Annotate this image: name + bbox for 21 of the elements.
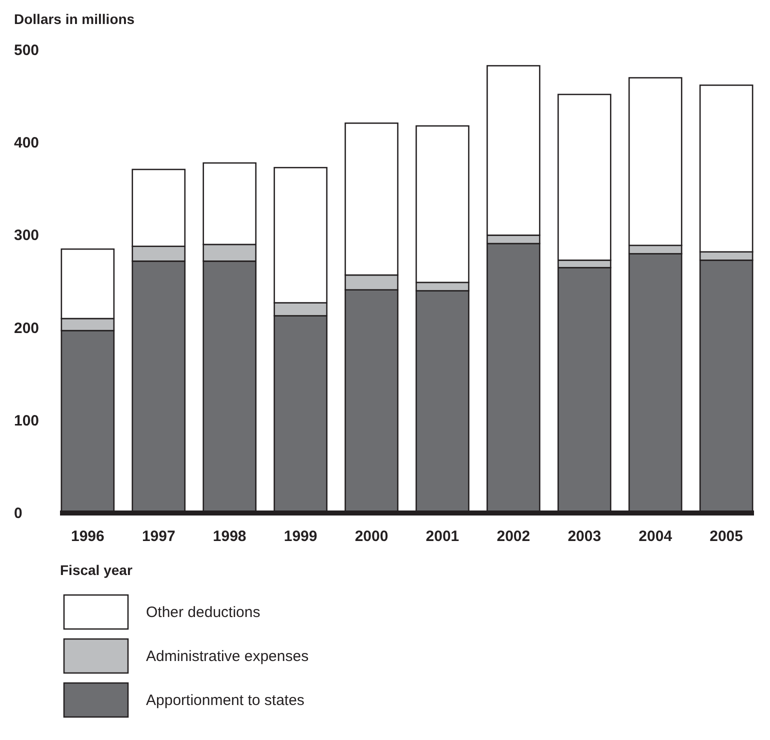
x-tick-label: 2000 (354, 528, 388, 545)
y-tick-label: 500 (14, 42, 40, 59)
legend-label: Other deductions (146, 604, 260, 621)
y-tick-label: 100 (14, 412, 40, 430)
x-tick-label: 1999 (284, 528, 318, 545)
legend-label: Apportionment to states (146, 692, 304, 709)
legend-label: Administrative expenses (146, 648, 309, 665)
y-tick-label: 0 (14, 505, 22, 522)
x-axis-title: Fiscal year (60, 562, 133, 578)
x-tick-label: 2005 (710, 528, 744, 545)
y-tick-label: 200 (14, 320, 40, 337)
x-tick-label: 2002 (496, 528, 530, 545)
y-tick-label: 300 (14, 227, 40, 244)
x-tick-label: 1997 (142, 528, 176, 545)
x-tick-label: 1998 (212, 528, 246, 545)
y-tick-label: 400 (14, 134, 40, 152)
x-tick-label: 2001 (426, 528, 460, 545)
y-axis-title: Dollars in millions (14, 11, 135, 27)
x-tick-label: 1996 (70, 528, 104, 545)
x-tick-label: 2003 (568, 528, 602, 545)
x-tick-label: 2004 (638, 528, 673, 545)
